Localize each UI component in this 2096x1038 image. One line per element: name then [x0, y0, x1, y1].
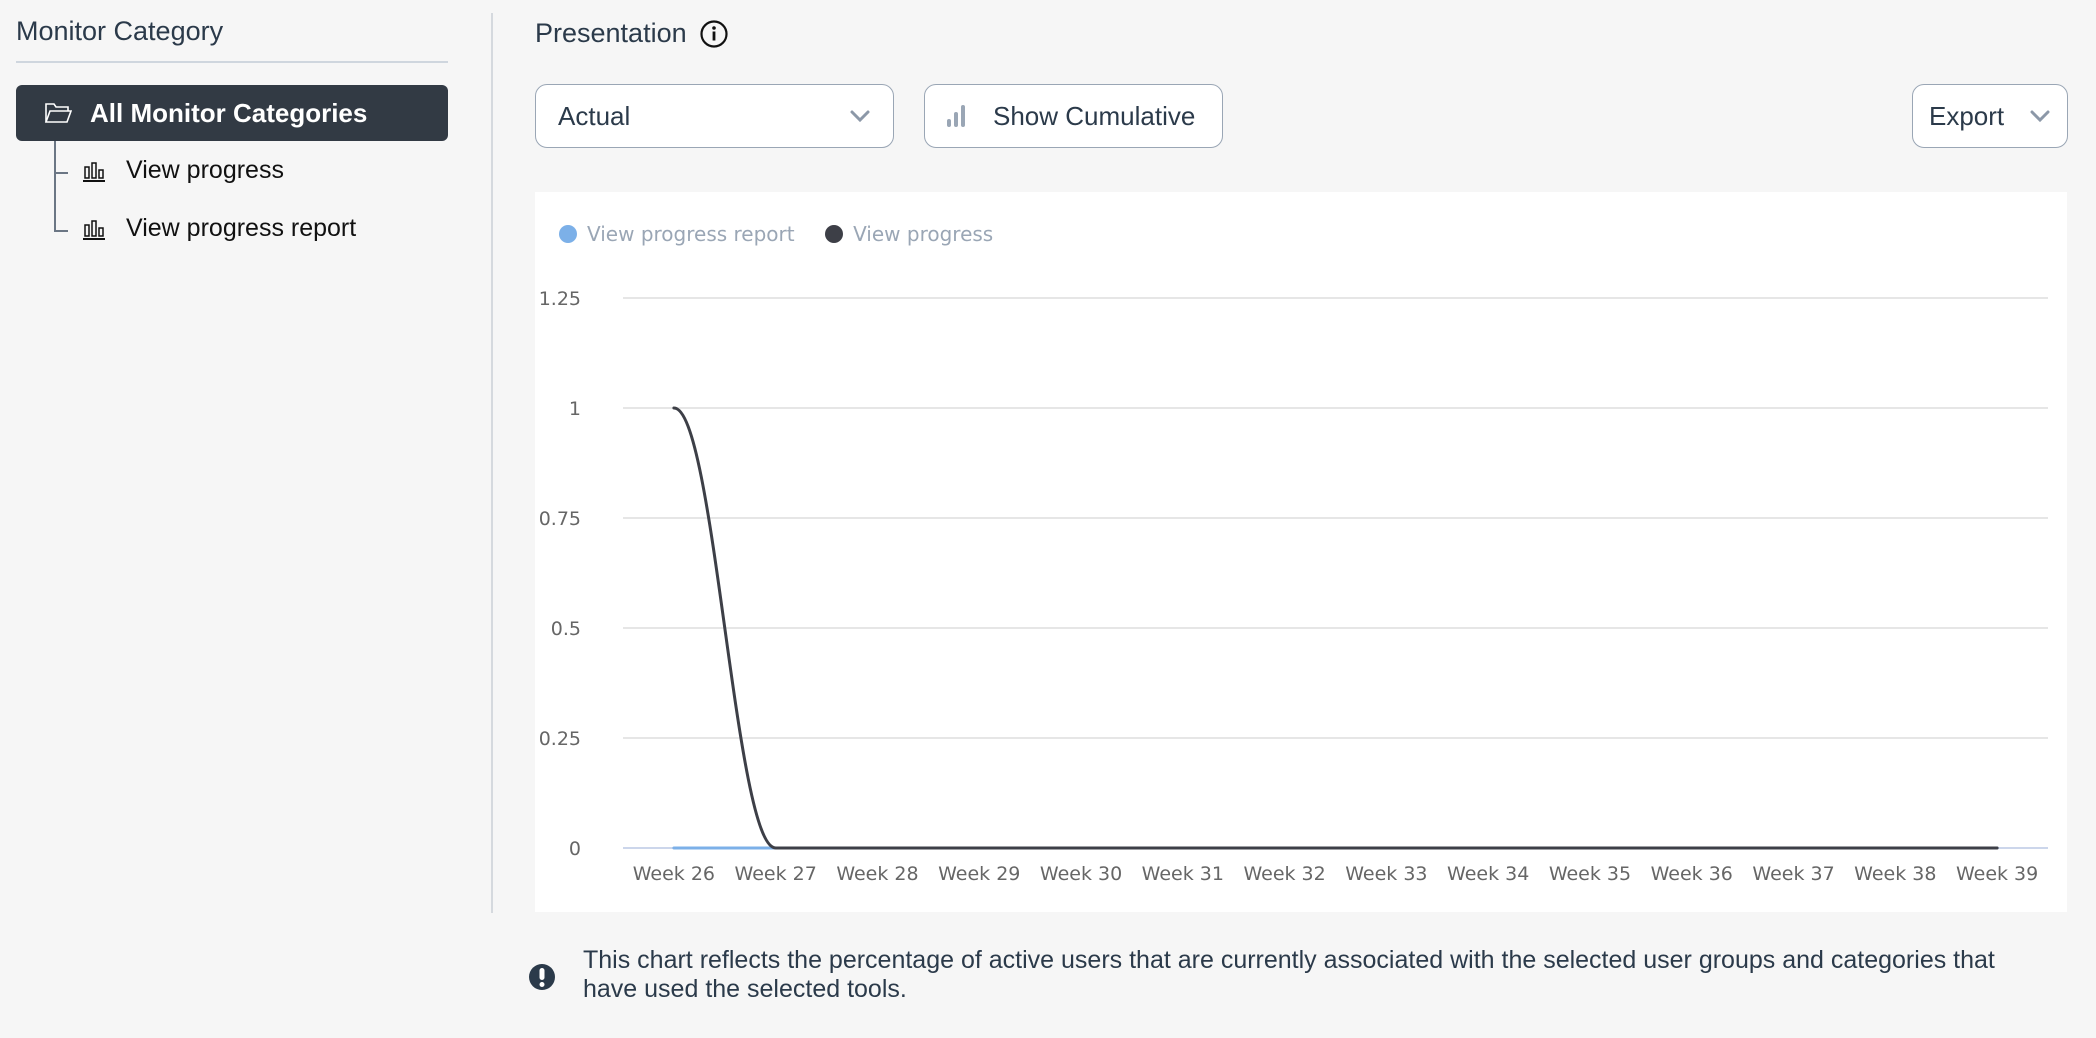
tree-item-label: All Monitor Categories — [90, 97, 368, 128]
info-icon[interactable] — [699, 19, 729, 49]
legend-dot — [825, 225, 844, 243]
tree-line — [54, 172, 68, 174]
tree-item-view-progress[interactable]: View progress — [82, 156, 284, 185]
button-label: Export — [1929, 100, 2005, 131]
exclamation-icon — [529, 964, 555, 990]
chart-card: 0 0.25 0.5 0.75 1 1.25 Week 26 Week 27 Week 28 We… — [535, 192, 2067, 912]
legend-item-view-progress-report[interactable]: View progress report — [559, 222, 795, 246]
x-tick-label: Week 37 — [1752, 863, 1834, 885]
bar-chart-icon — [947, 105, 965, 127]
x-tick-label: Week 28 — [836, 863, 918, 885]
bar-chart-icon — [83, 219, 105, 240]
tree-item-view-progress-report[interactable]: View progress report — [82, 214, 356, 243]
y-tick-label: 0.5 — [551, 618, 581, 640]
y-tick-label: 1.25 — [539, 288, 581, 310]
x-tick-label: Week 31 — [1142, 863, 1224, 885]
x-tick-label: Week 39 — [1956, 863, 2038, 885]
x-tick-label: Week 36 — [1651, 863, 1733, 885]
export-dropdown[interactable]: Export — [1912, 84, 2068, 148]
x-tick-label: Week 33 — [1345, 863, 1427, 885]
y-tick-label: 1 — [569, 398, 581, 420]
x-tick-label: Week 35 — [1549, 863, 1631, 885]
tree-item-label: View progress report — [126, 214, 357, 242]
x-tick-label: Week 26 — [633, 863, 715, 885]
legend-label: View progress report — [587, 222, 795, 246]
y-tick-label: 0.75 — [539, 508, 581, 530]
x-tick-label: Week 30 — [1040, 863, 1122, 885]
legend-dot — [559, 225, 577, 243]
presentation-title: Presentation — [535, 18, 687, 48]
x-tick-label: Week 29 — [938, 863, 1020, 885]
legend-label: View progress — [853, 222, 994, 246]
tree-item-label: View progress — [126, 156, 284, 184]
button-label: Show Cumulative — [993, 100, 1196, 131]
show-cumulative-button[interactable]: Show Cumulative — [924, 84, 1223, 148]
x-tick-label: Week 27 — [735, 863, 817, 885]
panel-separator — [491, 13, 493, 913]
bar-chart-icon — [83, 161, 105, 182]
divider — [16, 61, 448, 63]
monitor-category-title: Monitor Category — [16, 16, 224, 46]
y-tick-label: 0 — [569, 838, 581, 860]
chevron-down-icon — [2030, 110, 2050, 123]
tree-line — [54, 230, 68, 232]
chevron-down-icon — [850, 110, 870, 123]
chart-note: This chart reflects the percentage of ac… — [583, 946, 1995, 1003]
legend-item-view-progress[interactable]: View progress — [825, 222, 993, 246]
presentation-header: Presentation — [535, 18, 729, 49]
x-tick-label: Week 38 — [1854, 863, 1936, 885]
line-chart: 0 0.25 0.5 0.75 1 1.25 Week 26 Week 27 Week 28 We… — [539, 288, 2048, 885]
tree-item-all-monitor-categories[interactable]: All Monitor Categories — [16, 85, 448, 141]
tree-line — [54, 141, 56, 231]
x-tick-label: Week 34 — [1447, 863, 1529, 885]
presentation-select[interactable]: Actual — [535, 84, 894, 148]
x-tick-label: Week 32 — [1243, 863, 1325, 885]
select-value: Actual — [558, 100, 631, 131]
chart-legend: View progress report View progress — [559, 222, 1019, 248]
folder-open-icon — [44, 103, 72, 123]
y-tick-label: 0.25 — [539, 728, 581, 750]
